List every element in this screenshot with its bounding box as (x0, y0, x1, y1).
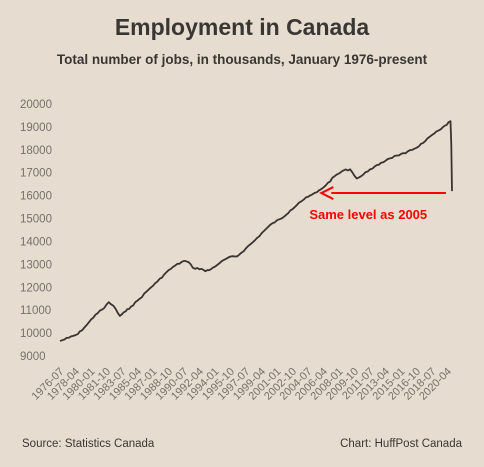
y-tick-label: 10000 (20, 328, 52, 340)
x-axis: 1976-071978-041980-011981-101983-071985-… (30, 366, 455, 403)
annotation-arrow-head (319, 186, 334, 200)
chart-credit: Chart: HuffPost Canada (340, 438, 462, 450)
chart-subtitle: Total number of jobs, in thousands, Janu… (56, 52, 428, 67)
chart-title: Employment in Canada (114, 14, 370, 40)
annotation-label: Same level as 2005 (309, 207, 427, 222)
y-tick-label: 13000 (20, 259, 52, 271)
y-tick-label: 20000 (20, 99, 52, 111)
y-tick-label: 19000 (20, 122, 52, 134)
y-tick-label: 9000 (20, 351, 46, 363)
annotation: Same level as 2005 (309, 186, 446, 222)
y-tick-label: 15000 (20, 214, 52, 226)
source-note: Source: Statistics Canada (22, 438, 155, 450)
y-tick-label: 14000 (20, 236, 52, 248)
y-tick-label: 12000 (20, 282, 52, 294)
y-tick-label: 16000 (20, 191, 52, 203)
series-line-employment (59, 120, 453, 342)
y-tick-label: 17000 (20, 168, 52, 180)
y-tick-label: 11000 (20, 305, 51, 317)
y-axis: 9000 10000 11000 12000 13000 14000 15000 16000 1… (20, 99, 52, 363)
y-tick-label: 18000 (20, 145, 52, 157)
